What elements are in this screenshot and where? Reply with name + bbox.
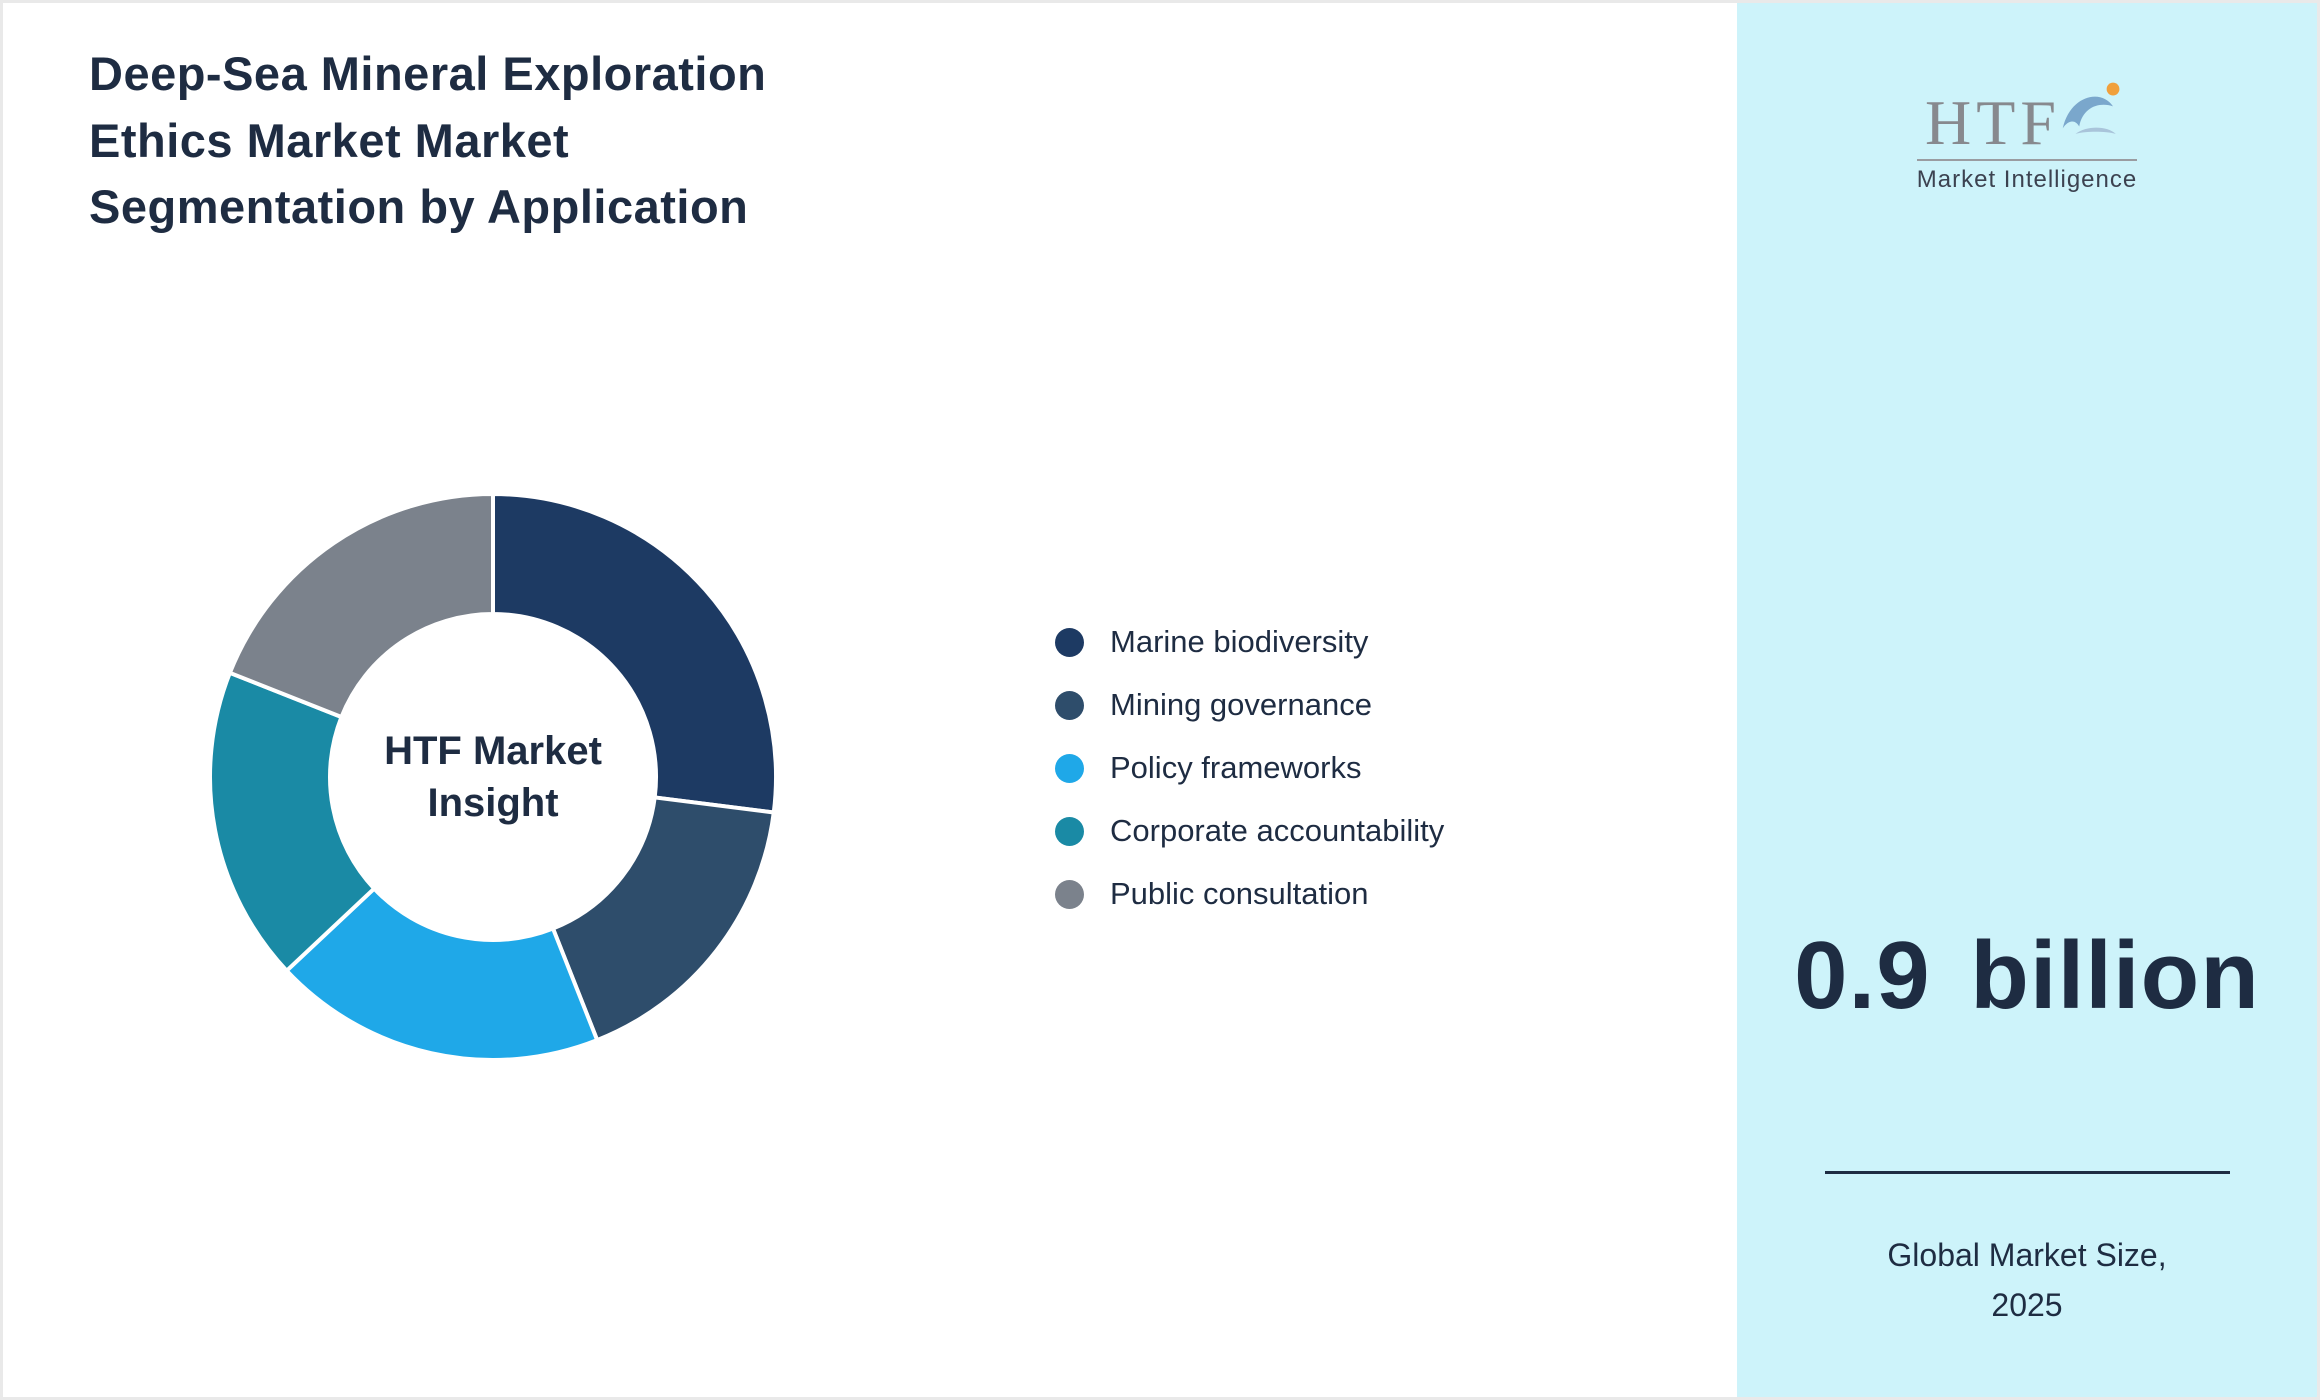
- legend-swatch-icon: [1055, 627, 1084, 657]
- title-line-1: Deep-Sea Mineral Exploration: [89, 47, 767, 100]
- legend-swatch-icon: [1055, 816, 1084, 846]
- donut-segment: [283, 885, 600, 1062]
- donut-segment: [208, 670, 378, 974]
- legend-swatch-icon: [1055, 690, 1084, 720]
- legend-label: Public consultation: [1110, 876, 1369, 911]
- htf-logo-text: HTF: [1925, 87, 2061, 158]
- page-title: Deep-Sea Mineral Exploration Ethics Mark…: [89, 41, 766, 241]
- legend-item-public-consultation: Public consultation: [1055, 876, 1444, 911]
- legend-label: Marine biodiversity: [1110, 624, 1369, 659]
- title-line-2: Ethics Market Market: [89, 113, 570, 167]
- legend-label: Policy frameworks: [1110, 750, 1362, 785]
- panel-divider: [1825, 1171, 2230, 1174]
- donut-chart: HTF Market Insight: [193, 477, 793, 1077]
- chart-legend: Marine biodiversity Mining governance Po…: [1055, 624, 1445, 911]
- title-line-3: Segmentation by Application: [89, 180, 749, 234]
- legend-swatch-icon: [1055, 879, 1084, 909]
- legend-item-policy-frameworks: Policy frameworks: [1055, 750, 1444, 785]
- market-size-panel: HTF Market Intelligence 0.9 billion Glob…: [1737, 3, 2317, 1397]
- legend-item-marine-biodiversity: Marine biodiversity: [1055, 624, 1444, 659]
- market-size-caption: Global Market Size, 2025: [1887, 1237, 2167, 1323]
- legend-item-mining-governance: Mining governance: [1055, 687, 1444, 722]
- donut-segment: [491, 491, 778, 815]
- legend-label: Corporate accountability: [1110, 813, 1445, 848]
- htf-logo-tagline: Market Intelligence: [1916, 159, 2138, 194]
- donut-segment: [550, 795, 777, 1043]
- legend-swatch-icon: [1055, 753, 1084, 783]
- htf-logo: HTF Market Intelligence: [1737, 82, 2317, 194]
- market-size-value: 0.9 billion: [1794, 922, 2260, 1029]
- dolphin-icon: [2055, 79, 2129, 148]
- legend-item-corporate-accountability: Corporate accountability: [1055, 813, 1445, 848]
- donut-segments: [208, 491, 778, 1062]
- donut-segment: [227, 491, 495, 720]
- legend-label: Mining governance: [1110, 687, 1372, 722]
